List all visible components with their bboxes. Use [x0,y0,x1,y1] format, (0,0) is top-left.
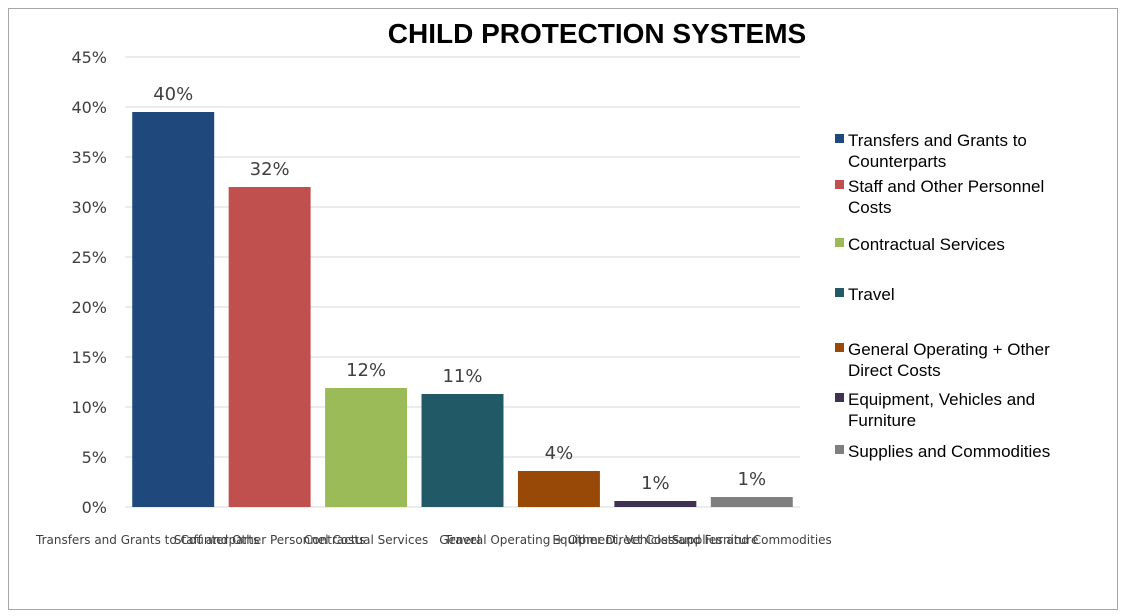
x-tick-label: General Operating + Other Direct Costs [439,533,678,547]
bar [517,471,600,507]
legend-label: General Operating + Other [848,340,1050,359]
data-label: 11% [442,366,482,387]
legend: Transfers and Grants to Counterparts Staff… [835,131,1050,461]
legend-swatch [835,393,844,402]
y-tick-label: 5% [82,448,107,467]
bar [132,112,215,507]
data-label: 40% [153,84,193,105]
legend-swatch [835,180,844,189]
y-tick-label: 35% [71,148,107,167]
legend-swatch [835,288,844,297]
y-tick-label: 15% [71,348,107,367]
legend-label: Counterparts [848,152,946,171]
x-tick-label: Transfers and Grants to Counterparts [35,533,259,547]
y-tick-label: 40% [71,98,107,117]
x-tick-label: Supplies and Commodities [672,533,832,547]
x-tick-label: Travel [444,533,481,547]
data-label: 12% [346,360,386,381]
bars [132,112,793,507]
chart-title: CHILD PROTECTION SYSTEMS [388,18,806,49]
legend-swatch [835,445,844,454]
legend-swatch [835,134,844,143]
y-tick-label: 20% [71,298,107,317]
legend-label: Travel [848,285,895,304]
legend-label: Equipment, Vehicles and [848,390,1035,409]
bar [325,388,408,507]
bar [710,497,793,507]
legend-label: Staff and Other Personnel [848,177,1044,196]
bar [614,501,697,507]
x-tick-label: Equipment, Vehicles and Furniture [552,533,758,547]
data-labels: 40% 32% 12% 11% 4% 1% 1% [153,84,766,494]
y-axis-tick-labels: 0% 5% 10% 15% 20% 25% 30% 35% 40% 45% [71,48,107,517]
legend-label: Contractual Services [848,235,1005,254]
y-tick-label: 10% [71,398,107,417]
x-axis-tick-labels: Transfers and Grants to CounterpartsStaf… [35,533,832,547]
y-tick-label: 0% [82,498,107,517]
data-label: 1% [738,469,767,490]
data-label: 1% [641,473,670,494]
data-label: 4% [545,443,574,464]
legend-swatch [835,343,844,352]
data-label: 32% [250,159,290,180]
bar [228,187,311,507]
y-tick-label: 30% [71,198,107,217]
x-tick-label: Staff and Other Personnel Costs [174,533,365,547]
x-tick-label: Contractual Services [304,533,428,547]
legend-label: Supplies and Commodities [848,442,1050,461]
y-tick-label: 45% [71,48,107,67]
legend-label: Direct Costs [848,361,941,380]
legend-label: Costs [848,198,891,217]
legend-label: Transfers and Grants to [848,131,1027,150]
legend-swatch [835,238,844,247]
y-tick-label: 25% [71,248,107,267]
legend-label: Furniture [848,411,916,430]
bar [421,394,504,507]
